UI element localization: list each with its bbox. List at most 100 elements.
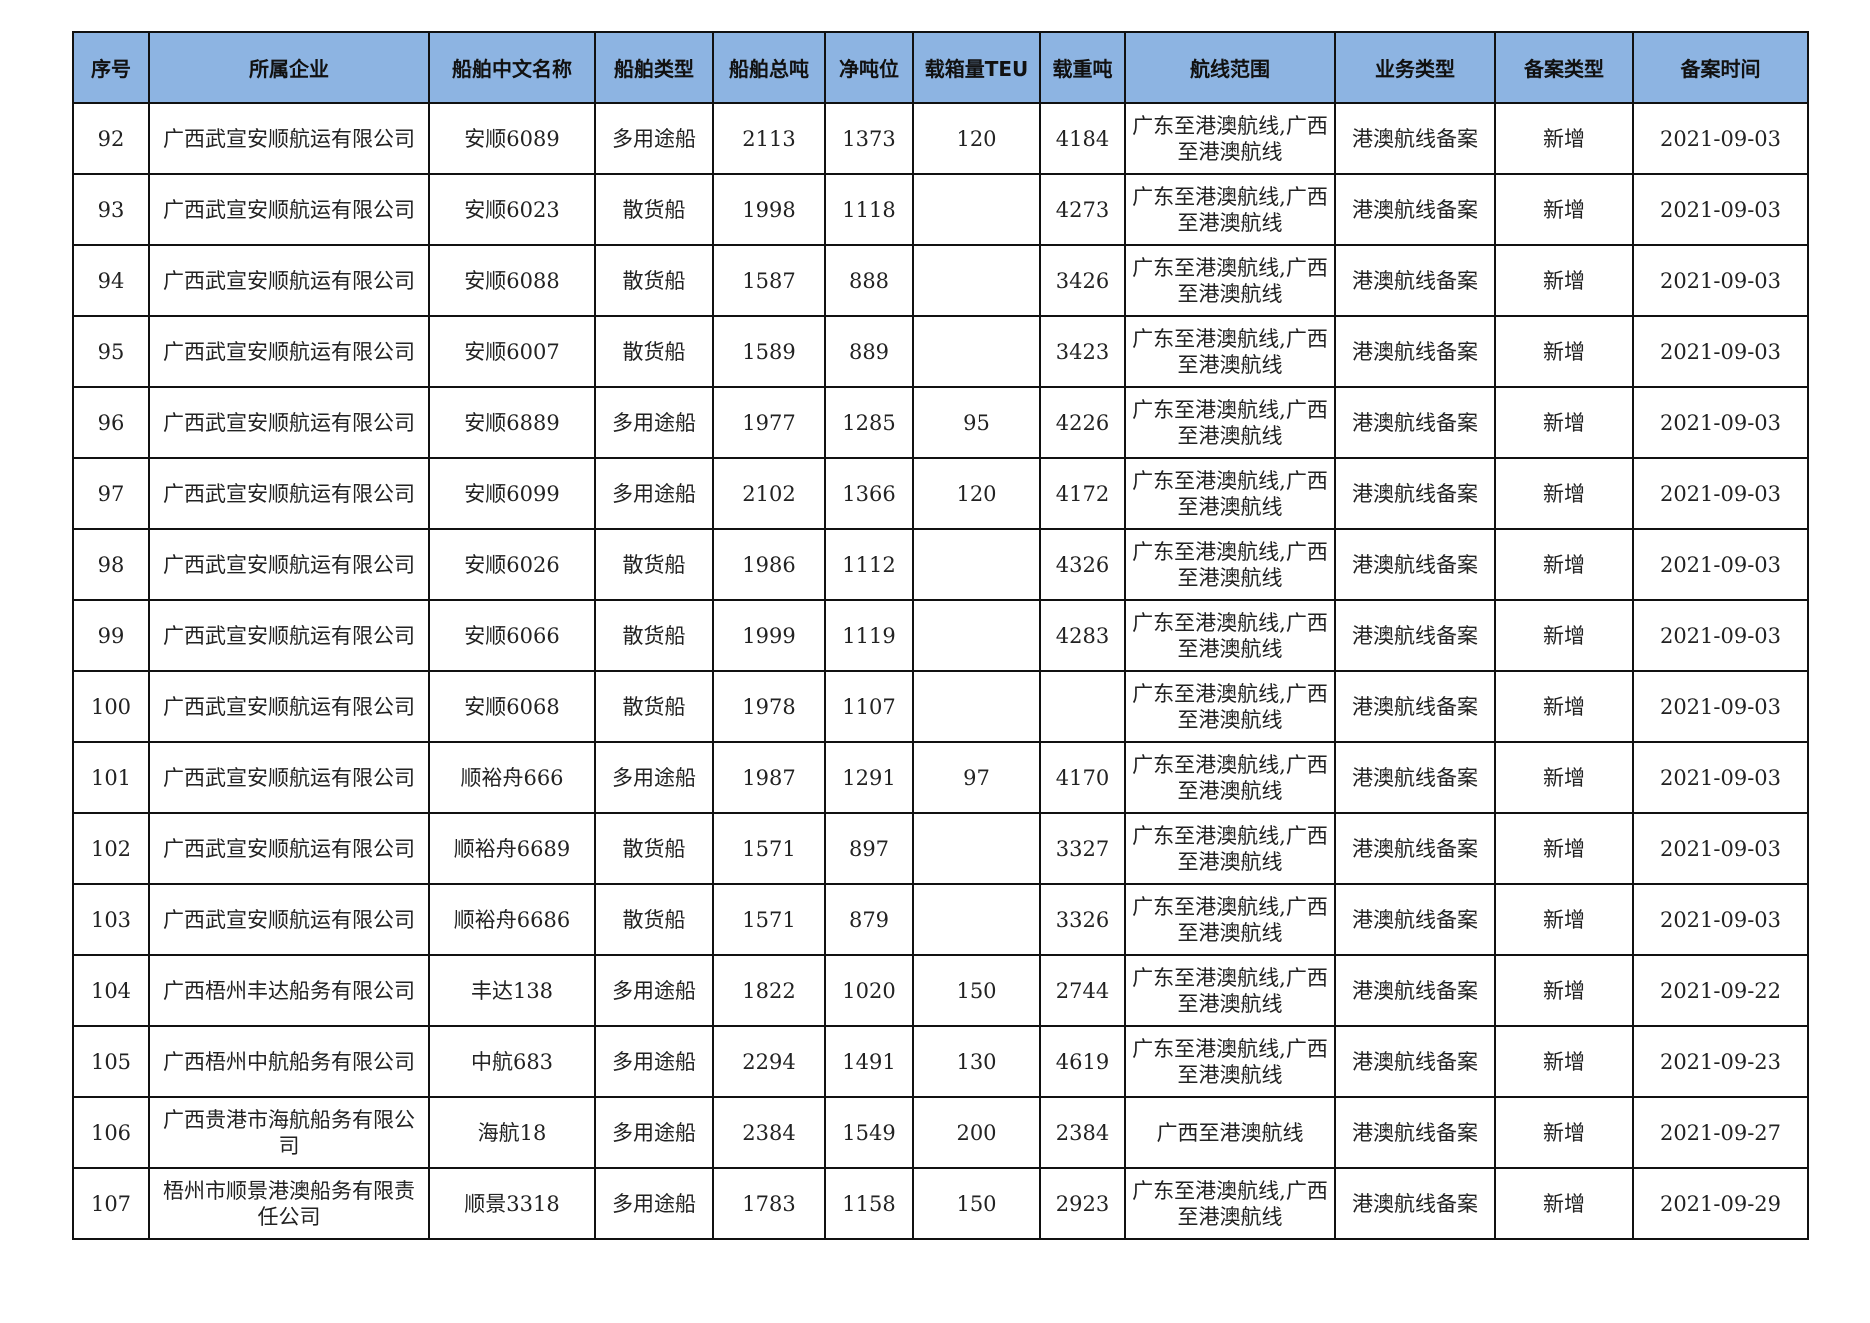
- cell-net-tonnage: 1491: [824, 1025, 914, 1098]
- cell-company: 广西武宣安顺航运有限公司: [148, 315, 430, 388]
- cell-deadweight: 3327: [1039, 812, 1126, 885]
- table-row: 101 广西武宣安顺航运有限公司 顺裕舟666 多用途船 1987 1291 97 4170 广…: [72, 741, 1809, 814]
- cell-filing-type: 新增: [1494, 244, 1634, 317]
- table-row: 105 广西梧州中航船务有限公司 中航683 多用途船 2294 1491 130 4619 广…: [72, 1025, 1809, 1098]
- header-gross-tonnage: 船舶总吨: [712, 31, 826, 104]
- cell-deadweight: 3423: [1039, 315, 1126, 388]
- cell-route: 广东至港澳航线,广西至港澳航线: [1124, 741, 1336, 814]
- cell-business-type: 港澳航线备案: [1334, 386, 1496, 459]
- cell-ship-type: 多用途船: [594, 1025, 714, 1098]
- header-filing-type: 备案类型: [1494, 31, 1634, 104]
- cell-ship-name: 顺景3318: [428, 1167, 596, 1240]
- cell-filing-type: 新增: [1494, 599, 1634, 672]
- cell-gross-tonnage: 1977: [712, 386, 826, 459]
- cell-deadweight: 4170: [1039, 741, 1126, 814]
- cell-ship-name: 顺裕舟666: [428, 741, 596, 814]
- table-row: 95 广西武宣安顺航运有限公司 安顺6007 散货船 1589 889 3423 广东至港澳航…: [72, 315, 1809, 388]
- cell-teu: 97: [912, 741, 1041, 814]
- cell-filing-type: 新增: [1494, 386, 1634, 459]
- table-row: 100 广西武宣安顺航运有限公司 安顺6068 散货船 1978 1107 广东至港澳航线,…: [72, 670, 1809, 743]
- cell-index: 92: [72, 102, 150, 175]
- table-row: 102 广西武宣安顺航运有限公司 顺裕舟6689 散货船 1571 897 3327 广东至港…: [72, 812, 1809, 885]
- cell-index: 93: [72, 173, 150, 246]
- cell-deadweight: 4619: [1039, 1025, 1126, 1098]
- header-company: 所属企业: [148, 31, 430, 104]
- cell-ship-type: 散货船: [594, 812, 714, 885]
- cell-route: 广东至港澳航线,广西至港澳航线: [1124, 670, 1336, 743]
- cell-index: 103: [72, 883, 150, 956]
- cell-gross-tonnage: 1587: [712, 244, 826, 317]
- cell-filing-date: 2021-09-03: [1632, 741, 1809, 814]
- cell-ship-type: 散货船: [594, 173, 714, 246]
- cell-teu: 95: [912, 386, 1041, 459]
- cell-business-type: 港澳航线备案: [1334, 244, 1496, 317]
- cell-company: 广西武宣安顺航运有限公司: [148, 599, 430, 672]
- cell-filing-date: 2021-09-27: [1632, 1096, 1809, 1169]
- cell-index: 102: [72, 812, 150, 885]
- cell-route: 广东至港澳航线,广西至港澳航线: [1124, 812, 1336, 885]
- cell-route: 广东至港澳航线,广西至港澳航线: [1124, 883, 1336, 956]
- cell-teu: 150: [912, 954, 1041, 1027]
- cell-business-type: 港澳航线备案: [1334, 173, 1496, 246]
- cell-ship-type: 多用途船: [594, 1167, 714, 1240]
- table-row: 94 广西武宣安顺航运有限公司 安顺6088 散货船 1587 888 3426 广东至港澳航…: [72, 244, 1809, 317]
- cell-company: 广西武宣安顺航运有限公司: [148, 670, 430, 743]
- cell-ship-name: 安顺6023: [428, 173, 596, 246]
- cell-index: 99: [72, 599, 150, 672]
- cell-company: 广西武宣安顺航运有限公司: [148, 102, 430, 175]
- cell-gross-tonnage: 2113: [712, 102, 826, 175]
- cell-gross-tonnage: 2102: [712, 457, 826, 530]
- cell-net-tonnage: 1291: [824, 741, 914, 814]
- cell-filing-type: 新增: [1494, 670, 1634, 743]
- cell-filing-date: 2021-09-03: [1632, 670, 1809, 743]
- cell-filing-date: 2021-09-03: [1632, 102, 1809, 175]
- cell-index: 94: [72, 244, 150, 317]
- cell-deadweight: 3326: [1039, 883, 1126, 956]
- cell-net-tonnage: 897: [824, 812, 914, 885]
- cell-route: 广东至港澳航线,广西至港澳航线: [1124, 599, 1336, 672]
- cell-gross-tonnage: 1986: [712, 528, 826, 601]
- cell-filing-type: 新增: [1494, 457, 1634, 530]
- cell-teu: [912, 883, 1041, 956]
- cell-ship-type: 多用途船: [594, 954, 714, 1027]
- cell-route: 广西至港澳航线: [1124, 1096, 1336, 1169]
- cell-gross-tonnage: 1571: [712, 812, 826, 885]
- cell-deadweight: 2923: [1039, 1167, 1126, 1240]
- cell-deadweight: 4172: [1039, 457, 1126, 530]
- table-row: 97 广西武宣安顺航运有限公司 安顺6099 多用途船 2102 1366 120 4172 广…: [72, 457, 1809, 530]
- cell-deadweight: 2384: [1039, 1096, 1126, 1169]
- cell-net-tonnage: 1158: [824, 1167, 914, 1240]
- cell-deadweight: 3426: [1039, 244, 1126, 317]
- cell-net-tonnage: 1020: [824, 954, 914, 1027]
- cell-ship-type: 多用途船: [594, 386, 714, 459]
- cell-route: 广东至港澳航线,广西至港澳航线: [1124, 102, 1336, 175]
- cell-ship-name: 海航18: [428, 1096, 596, 1169]
- table-row: 92 广西武宣安顺航运有限公司 安顺6089 多用途船 2113 1373 120 4184 广…: [72, 102, 1809, 175]
- cell-teu: [912, 599, 1041, 672]
- cell-net-tonnage: 1549: [824, 1096, 914, 1169]
- cell-route: 广东至港澳航线,广西至港澳航线: [1124, 528, 1336, 601]
- cell-gross-tonnage: 1589: [712, 315, 826, 388]
- cell-ship-type: 散货船: [594, 244, 714, 317]
- cell-ship-name: 安顺6088: [428, 244, 596, 317]
- cell-index: 95: [72, 315, 150, 388]
- cell-route: 广东至港澳航线,广西至港澳航线: [1124, 244, 1336, 317]
- cell-teu: [912, 173, 1041, 246]
- cell-company: 梧州市顺景港澳船务有限责任公司: [148, 1167, 430, 1240]
- cell-net-tonnage: 1366: [824, 457, 914, 530]
- cell-filing-date: 2021-09-03: [1632, 386, 1809, 459]
- cell-route: 广东至港澳航线,广西至港澳航线: [1124, 173, 1336, 246]
- cell-business-type: 港澳航线备案: [1334, 812, 1496, 885]
- cell-filing-date: 2021-09-03: [1632, 173, 1809, 246]
- cell-business-type: 港澳航线备案: [1334, 670, 1496, 743]
- cell-filing-date: 2021-09-03: [1632, 599, 1809, 672]
- cell-teu: 200: [912, 1096, 1041, 1169]
- cell-gross-tonnage: 1783: [712, 1167, 826, 1240]
- cell-ship-type: 散货船: [594, 883, 714, 956]
- cell-ship-name: 顺裕舟6686: [428, 883, 596, 956]
- cell-teu: [912, 670, 1041, 743]
- cell-index: 101: [72, 741, 150, 814]
- cell-filing-type: 新增: [1494, 528, 1634, 601]
- ship-registration-table: 序号 所属企业 船舶中文名称 船舶类型 船舶总吨 净吨位 载箱量TEU 载重吨 …: [72, 31, 1809, 1240]
- cell-company: 广西梧州丰达船务有限公司: [148, 954, 430, 1027]
